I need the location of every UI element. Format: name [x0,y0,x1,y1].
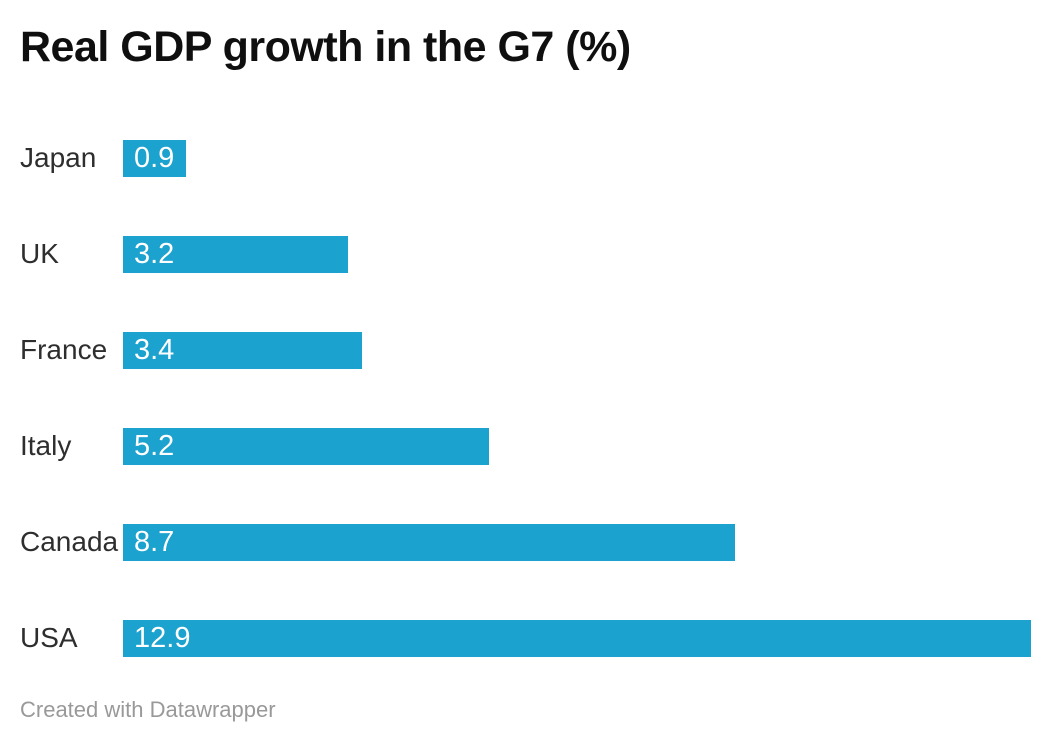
chart-title: Real GDP growth in the G7 (%) [20,23,631,71]
value-label: 12.9 [134,621,191,654]
bar-row: Japan 0.9 [20,139,1031,177]
bar-track: 3.4 [123,331,1031,369]
category-label: USA [20,622,78,654]
category-label: Italy [20,430,72,462]
bar-row: UK 3.2 [20,235,1031,273]
value-label: 0.9 [134,141,175,174]
category-label: UK [20,238,59,270]
value-label: 8.7 [134,525,175,558]
category-label: Japan [20,142,97,174]
bar-track: 3.2 [123,235,1031,273]
bar[interactable]: 3.4 [123,331,363,369]
bar[interactable]: 8.7 [123,523,736,561]
category-label: Canada [20,526,119,558]
bar-track: 8.7 [123,523,1031,561]
bar-row: USA 12.9 [20,619,1031,657]
bar[interactable]: 12.9 [123,619,1031,657]
value-label: 3.4 [134,333,175,366]
bar-chart: Japan 0.9 UK 3.2 France 3.4 Italy 5.2 Canada 8.7 U… [20,139,1031,657]
bar-track: 0.9 [123,139,1031,177]
bar[interactable]: 0.9 [123,139,187,177]
bar-row: Italy 5.2 [20,427,1031,465]
bar[interactable]: 5.2 [123,427,489,465]
value-label: 5.2 [134,429,175,462]
value-label: 3.2 [134,237,175,270]
bar-track: 5.2 [123,427,1031,465]
bar-row: France 3.4 [20,331,1031,369]
bar-row: Canada 8.7 [20,523,1031,561]
bar[interactable]: 3.2 [123,235,349,273]
attribution-link[interactable]: Created with Datawrapper [20,696,276,722]
category-label: France [20,334,108,366]
bar-track: 12.9 [123,619,1031,657]
